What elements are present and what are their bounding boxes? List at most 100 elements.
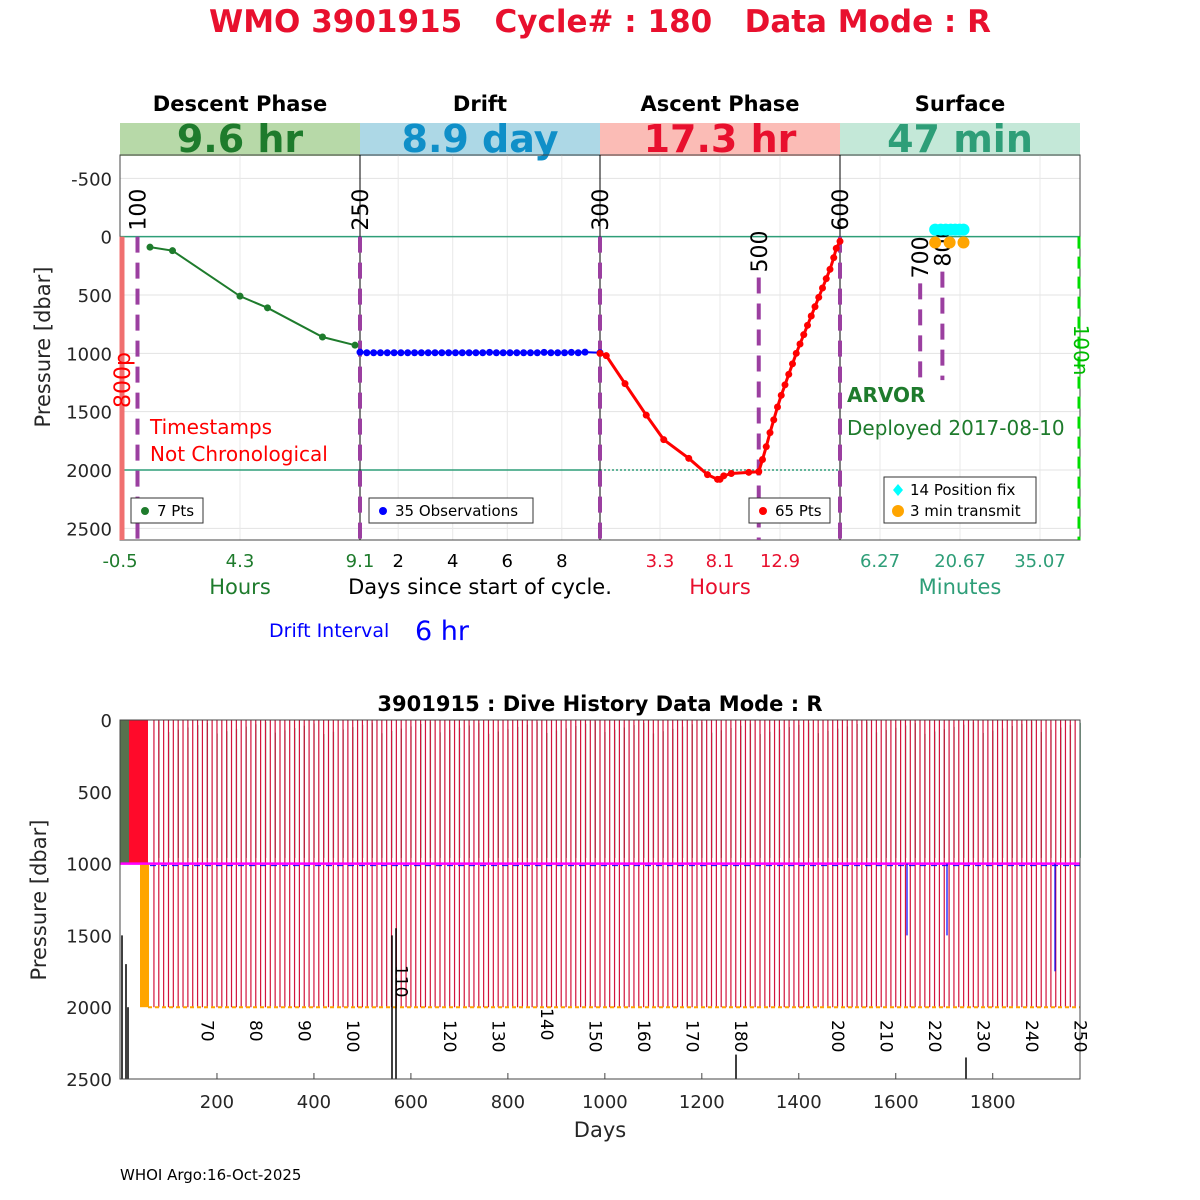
drift-point <box>513 349 521 357</box>
drift-legend-marker <box>379 507 387 515</box>
y-tick-label: 1000 <box>66 344 112 365</box>
history-cycle-label: 210 <box>875 1020 895 1052</box>
drift-point <box>445 349 453 357</box>
float-type-label: ARVOR <box>847 383 925 407</box>
ascent-point <box>774 403 781 411</box>
drift-point <box>547 349 555 357</box>
history-title: 3901915 : Dive History Data Mode : R <box>377 692 822 716</box>
ascent-point <box>759 456 766 463</box>
drift-legend-label: 35 Observations <box>395 502 518 520</box>
drift-point <box>404 349 412 357</box>
ascent-point <box>727 470 735 477</box>
y-axis-label-top: Pressure [dbar] <box>31 267 55 428</box>
x-tick-label: 4 <box>447 551 458 572</box>
drift-point <box>554 349 562 357</box>
drift-point <box>458 349 466 357</box>
history-cycle-label: 130 <box>487 1020 507 1052</box>
ascent-point <box>789 360 796 368</box>
x-tick-label: 9.1 <box>346 551 375 572</box>
history-x-tick-label: 600 <box>394 1092 428 1113</box>
phase-duration-3: 17.3 hr <box>644 117 797 161</box>
ascent-point <box>596 349 604 357</box>
x-tick-label: 35.07 <box>1014 551 1066 572</box>
history-cycle-label: 240 <box>1021 1020 1041 1052</box>
drift-point <box>533 349 541 357</box>
drift-point <box>356 348 364 356</box>
drift-point <box>397 349 405 357</box>
ascent-point <box>804 321 811 329</box>
event-marker-label: 250 <box>349 189 374 231</box>
main-title: WMO 3901915 Cycle# : 180 Data Mode : R <box>209 4 991 40</box>
phase-duration-1: 9.6 hr <box>177 117 304 161</box>
ascent-point <box>642 411 650 419</box>
history-cycle-label: 160 <box>633 1020 653 1052</box>
history-cycle-label: 180 <box>730 1020 750 1052</box>
history-dense-descent <box>120 720 129 864</box>
phase-duration-2: 8.9 day <box>402 117 559 161</box>
drift-point <box>465 349 473 357</box>
history-y-axis-label: Pressure [dbar] <box>27 820 51 981</box>
history-y-tick-label: 0 <box>101 711 112 732</box>
drift-point <box>431 349 439 357</box>
ascent-point <box>792 349 800 357</box>
history-series-group <box>120 720 1081 1079</box>
drift-interval-label: Drift Interval <box>269 620 389 642</box>
event-marker-label: 500 <box>748 231 773 273</box>
x-tick-label: 4.3 <box>226 551 255 572</box>
phase-header-2: Drift <box>453 92 507 116</box>
descent-point <box>169 247 176 255</box>
ascent-point <box>685 454 693 462</box>
note-line-1: Timestamps <box>149 415 272 439</box>
phase-band-4 <box>840 123 1080 156</box>
history-y-tick-label: 2000 <box>66 998 112 1019</box>
history-cycle-label: 230 <box>972 1020 992 1052</box>
history-x-axis-label: Days <box>574 1118 626 1142</box>
surface-legend-marker <box>893 484 903 496</box>
history-cycle-label: 70 <box>197 1020 217 1042</box>
descent-legend-label: 7 Pts <box>157 502 194 520</box>
drift-point <box>472 349 480 357</box>
transmit-point <box>943 236 956 249</box>
drift-point <box>520 349 528 357</box>
ascent-point <box>755 468 763 476</box>
ascent-point <box>811 303 819 311</box>
drift-point <box>411 349 419 357</box>
ascent-point <box>826 265 834 273</box>
history-cycle-label: 90 <box>294 1020 314 1042</box>
phase-header-1: Descent Phase <box>153 92 327 116</box>
ascent-point <box>762 443 770 451</box>
drift-point <box>390 349 398 357</box>
ascent-point <box>745 468 753 476</box>
phase-header-3: Ascent Phase <box>641 92 800 116</box>
drift-point <box>363 349 371 357</box>
ascent-point <box>832 244 840 252</box>
drift-legend-box <box>368 497 534 524</box>
descent-point <box>264 304 271 312</box>
descent-legend-marker <box>141 507 149 515</box>
x-tick-label: -0.5 <box>102 551 137 572</box>
ascent-point <box>720 472 728 480</box>
history-cycle-label: 250 <box>1069 1020 1089 1052</box>
history-x-tick-label: 1800 <box>970 1092 1016 1113</box>
history-y-tick-label: 2500 <box>66 1070 112 1091</box>
drift-point <box>506 349 514 357</box>
phase-band-3 <box>600 123 840 156</box>
drift-point <box>486 348 494 356</box>
ascent-point <box>830 254 838 262</box>
surface-legend-marker <box>892 505 904 517</box>
history-y-tick-label: 1500 <box>66 926 112 947</box>
x-axis-label: Hours <box>209 575 271 599</box>
event-marker-label: 600 <box>829 189 854 231</box>
phase-duration-4: 47 min <box>887 117 1033 161</box>
history-x-tick-label: 200 <box>200 1092 234 1113</box>
y-tick-label: 500 <box>78 286 112 307</box>
transmit-point <box>957 236 970 249</box>
drift-point <box>526 349 534 357</box>
y-tick-label: 2500 <box>66 519 112 540</box>
deployed-label: Deployed 2017-08-10 <box>847 416 1065 440</box>
history-y-tick-label: 500 <box>78 783 112 804</box>
y-tick-label: 0 <box>101 228 112 249</box>
surface-legend-label: 14 Position fix <box>910 481 1015 499</box>
descent-line <box>149 246 356 347</box>
history-x-tick-label: 1600 <box>873 1092 919 1113</box>
